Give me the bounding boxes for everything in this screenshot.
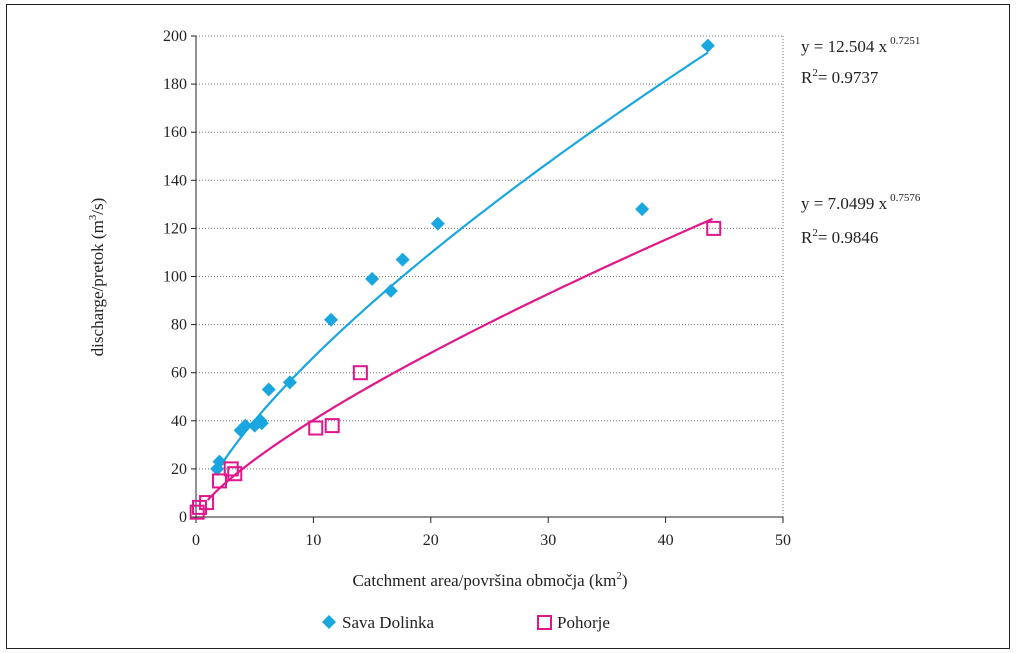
point-pohorje-8 [352,365,368,381]
r2-sava-text: R2= 0.9737 [801,67,879,87]
point-pohorje-9 [706,220,722,236]
x-tick-label-40: 40 [658,532,674,549]
point-sava-dolinka-9 [324,312,339,327]
y-tick-label-200: 200 [163,28,187,45]
legend-diamond-marker [322,615,336,629]
point-sava-dolinka-4 [247,418,262,433]
chart-frame [6,4,1010,649]
point-sava-dolinka-1 [212,454,227,469]
point-sava-dolinka-12 [395,252,410,267]
y-tick-label-160: 160 [163,124,187,141]
point-sava-dolinka-11 [383,283,398,298]
y-tick-label-180: 180 [163,76,187,93]
legend-item-sava-dolinka: Sava Dolinka [322,613,435,632]
legend-square-marker [537,615,552,630]
point-pohorje-0 [189,504,205,520]
point-sava-dolinka-7 [261,382,276,397]
y-tick-label-140: 140 [163,172,187,189]
y-axis-title: discharge/pretok (m3/s) [87,198,107,357]
data-points [189,38,722,520]
x-tick-label-20: 20 [423,532,439,549]
y-tick-label-80: 80 [171,317,187,334]
equation-sava-text: y = 12.504 x 0.7251 [801,35,920,56]
point-pohorje-5 [227,466,243,482]
point-sava-dolinka-6 [254,416,269,431]
gridlines [196,35,784,517]
legend-label-pohorje: Pohorje [557,613,610,632]
y-tick-label-20: 20 [171,461,187,478]
y-tick-label-120: 120 [163,220,187,237]
x-axis-title: Catchment area/površina območja (km2) [352,570,627,590]
legend-label-sava-dolinka: Sava Dolinka [342,613,435,632]
point-sava-dolinka-10 [365,271,380,286]
point-sava-dolinka-13 [430,216,445,231]
x-tick-label-0: 0 [192,532,200,549]
point-sava-dolinka-14 [635,202,650,217]
trendlines [206,51,714,501]
point-pohorje-2 [199,495,215,511]
equation-sava: y = 12.504 x 0.7251 R2= 0.9737 [801,35,920,87]
equation-pohorje: y = 7.0499 x 0.7576 R2= 0.9846 [801,192,921,247]
point-pohorje-7 [324,418,340,434]
r2-pohorje-text: R2= 0.9846 [801,227,878,247]
legend: Sava Dolinka Pohorje [322,613,610,632]
y-tick-label-40: 40 [171,413,187,430]
y-tick-label-100: 100 [163,269,187,286]
point-sava-dolinka-8 [282,375,297,390]
point-sava-dolinka-3 [238,418,253,433]
point-pohorje-3 [211,473,227,489]
point-pohorje-6 [308,420,324,436]
x-tick-label-10: 10 [305,532,321,549]
x-tick-label-50: 50 [775,532,791,549]
trendline-pohorje [206,217,714,501]
point-sava-dolinka-15 [700,38,715,53]
point-pohorje-4 [223,461,239,477]
x-tick-label-30: 30 [540,532,556,549]
y-tick-label-60: 60 [171,365,187,382]
y-tick-label-0: 0 [179,509,187,526]
legend-item-pohorje: Pohorje [537,613,610,632]
axes: 0 20 40 60 80 100 120 140 160 180 200 0 10 20 30 40 50 [163,28,791,549]
trendline-sava-dolinka [216,51,709,472]
equation-pohorje-text: y = 7.0499 x 0.7576 [801,192,921,213]
